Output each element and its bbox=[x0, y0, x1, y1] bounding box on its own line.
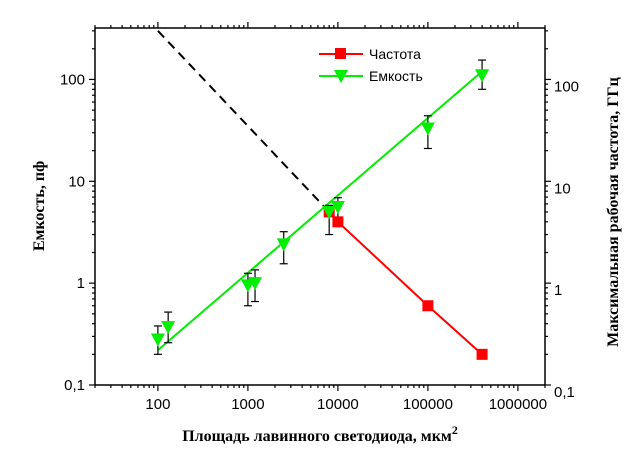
legend: Частота Емкость bbox=[319, 46, 423, 84]
y2-tick-label: 100 bbox=[554, 78, 579, 95]
y2-axis-title: Максимальная рабочая частота, ГГц bbox=[605, 77, 622, 347]
capacitance-point bbox=[475, 69, 490, 83]
y2-tick-label: 1 bbox=[554, 282, 562, 299]
marker-layer bbox=[150, 69, 490, 360]
y-tick-label: 100 bbox=[60, 71, 85, 88]
frequency-point bbox=[422, 300, 434, 312]
y-tick-label: 10 bbox=[68, 173, 85, 190]
extrapolation-dashed-line bbox=[157, 30, 330, 213]
y-tick-label: 0,1 bbox=[64, 377, 85, 394]
plot-frame bbox=[94, 27, 546, 386]
y2-tick-label: 10 bbox=[554, 180, 571, 197]
x-tick-label: 100 bbox=[145, 396, 170, 413]
legend-label-capacitance: Емкость bbox=[369, 68, 423, 84]
lines-layer bbox=[157, 30, 483, 356]
capacitance-fit-line bbox=[157, 70, 483, 351]
y2-tick-label: 0,1 bbox=[554, 384, 575, 401]
y-tick-label: 1 bbox=[77, 275, 85, 292]
legend-marker-capacitance bbox=[334, 70, 348, 83]
x-tick-label: 100000 bbox=[403, 396, 453, 413]
legend-label-frequency: Частота bbox=[369, 46, 421, 62]
capacitance-point bbox=[276, 238, 291, 252]
capacitance-point bbox=[150, 333, 165, 347]
x-tick-label: 1000000 bbox=[489, 396, 547, 413]
ticks-layer: 100 1000 10000 100000 1000000 0,1 1 10 100 0,1 1 10… bbox=[60, 22, 579, 413]
frequency-series-line bbox=[328, 211, 483, 356]
capacitance-point bbox=[248, 277, 263, 291]
frequency-point bbox=[476, 348, 488, 360]
x-tick-label: 10000 bbox=[317, 396, 359, 413]
capacitance-point bbox=[330, 200, 345, 214]
x-tick-label: 1000 bbox=[231, 396, 264, 413]
capacitance-point bbox=[420, 122, 435, 136]
frequency-point bbox=[332, 216, 344, 228]
x-axis-title: Площадь лавинного светодиода, мкм2 bbox=[182, 423, 458, 445]
capacitance-point bbox=[322, 205, 337, 219]
legend-marker-frequency bbox=[335, 48, 346, 59]
y-axis-title: Емкость, пф bbox=[31, 161, 48, 251]
capacitance-point bbox=[161, 321, 176, 335]
